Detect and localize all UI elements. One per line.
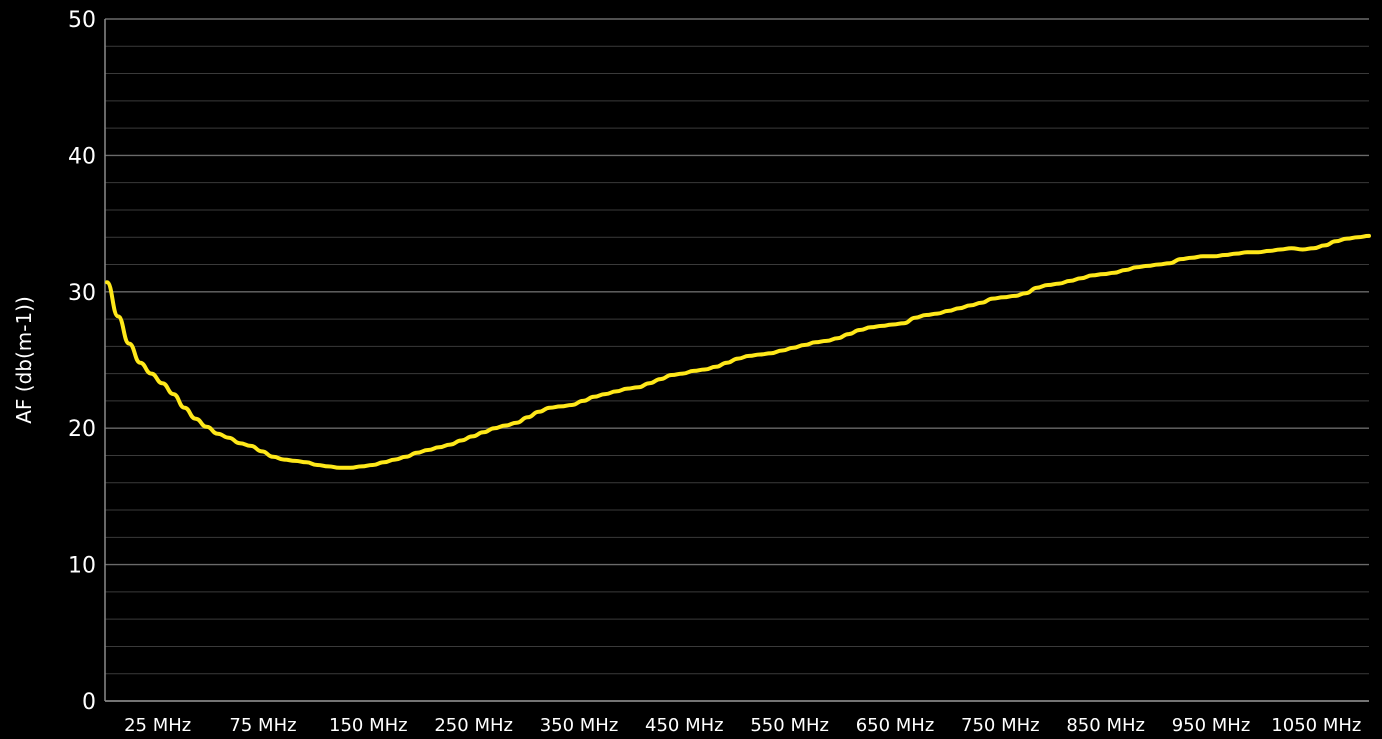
x-tick-label: 25 MHz bbox=[124, 715, 191, 735]
y-tick-label: 20 bbox=[68, 417, 96, 442]
axis-layer bbox=[104, 19, 1369, 702]
x-tick-label: 75 MHz bbox=[229, 715, 296, 735]
x-tick-label: 250 MHz bbox=[434, 715, 513, 735]
x-tick-label: 150 MHz bbox=[329, 715, 408, 735]
y-tick-label: 0 bbox=[82, 690, 96, 715]
x-tick-label: 950 MHz bbox=[1172, 715, 1251, 735]
af-series-line bbox=[105, 233, 1371, 470]
x-tick-label: 450 MHz bbox=[645, 715, 724, 735]
series-layer bbox=[105, 233, 1371, 470]
x-tick-label: 750 MHz bbox=[961, 715, 1040, 735]
y-axis-title: AF (db(m-1)) bbox=[12, 296, 36, 424]
x-tick-label: 1050 MHz bbox=[1271, 715, 1361, 735]
x-tick-label: 650 MHz bbox=[856, 715, 935, 735]
y-tick-label: 50 bbox=[68, 8, 96, 33]
y-tick-label: 10 bbox=[68, 554, 96, 579]
label-layer: 0 10 20 30 40 50 25 MHz 75 MHz 150 MHz 250 MHz 350… bbox=[12, 8, 1361, 736]
grid-layer bbox=[105, 18, 1369, 702]
x-tick-label: 850 MHz bbox=[1066, 715, 1145, 735]
y-tick-label: 30 bbox=[68, 281, 96, 306]
y-tick-label: 40 bbox=[68, 144, 96, 169]
x-tick-label: 550 MHz bbox=[750, 715, 829, 735]
x-tick-label: 350 MHz bbox=[540, 715, 619, 735]
